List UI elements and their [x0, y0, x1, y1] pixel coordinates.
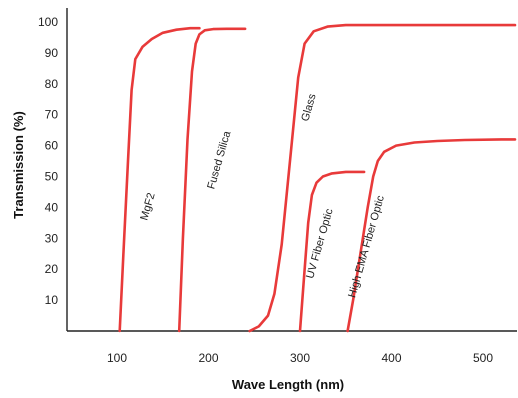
y-tick-label: 100	[38, 15, 58, 29]
y-tick-labels: 10 20 30 40 50 60 70 80 90 100	[38, 15, 58, 307]
x-tick-label: 300	[290, 351, 310, 365]
series-line-glass	[248, 23, 517, 333]
series-line-mgf2	[118, 26, 201, 333]
x-axis-title: Wave Length (nm)	[232, 377, 344, 392]
y-tick-label: 10	[45, 293, 59, 307]
y-tick-label: 20	[45, 262, 59, 276]
y-tick-label: 40	[45, 200, 59, 214]
y-tick-label: 50	[45, 170, 59, 184]
series-label-fused-silica: Fused Silica	[205, 129, 233, 191]
series-line-high-ema-fiber-optic	[346, 138, 517, 333]
axes	[66, 8, 517, 332]
y-axis-title: Transmission (%)	[11, 111, 26, 219]
y-tick-label: 80	[45, 77, 59, 91]
y-tick-label: 70	[45, 108, 59, 122]
y-tick-label: 60	[45, 139, 59, 153]
series-label-glass: Glass	[299, 92, 318, 123]
x-tick-label: 500	[473, 351, 493, 365]
series-line-uv-fiber-optic	[298, 170, 366, 333]
y-tick-label: 30	[45, 231, 59, 245]
series-label-mgf2: MgF2	[138, 191, 157, 221]
series-line-fused-silica	[177, 27, 247, 333]
x-tick-label: 100	[107, 351, 127, 365]
series-lines	[118, 23, 517, 333]
y-tick-label: 90	[45, 46, 59, 60]
x-tick-label: 400	[381, 351, 401, 365]
x-tick-label: 200	[198, 351, 218, 365]
x-tick-labels: 100 200 300 400 500	[107, 351, 493, 365]
